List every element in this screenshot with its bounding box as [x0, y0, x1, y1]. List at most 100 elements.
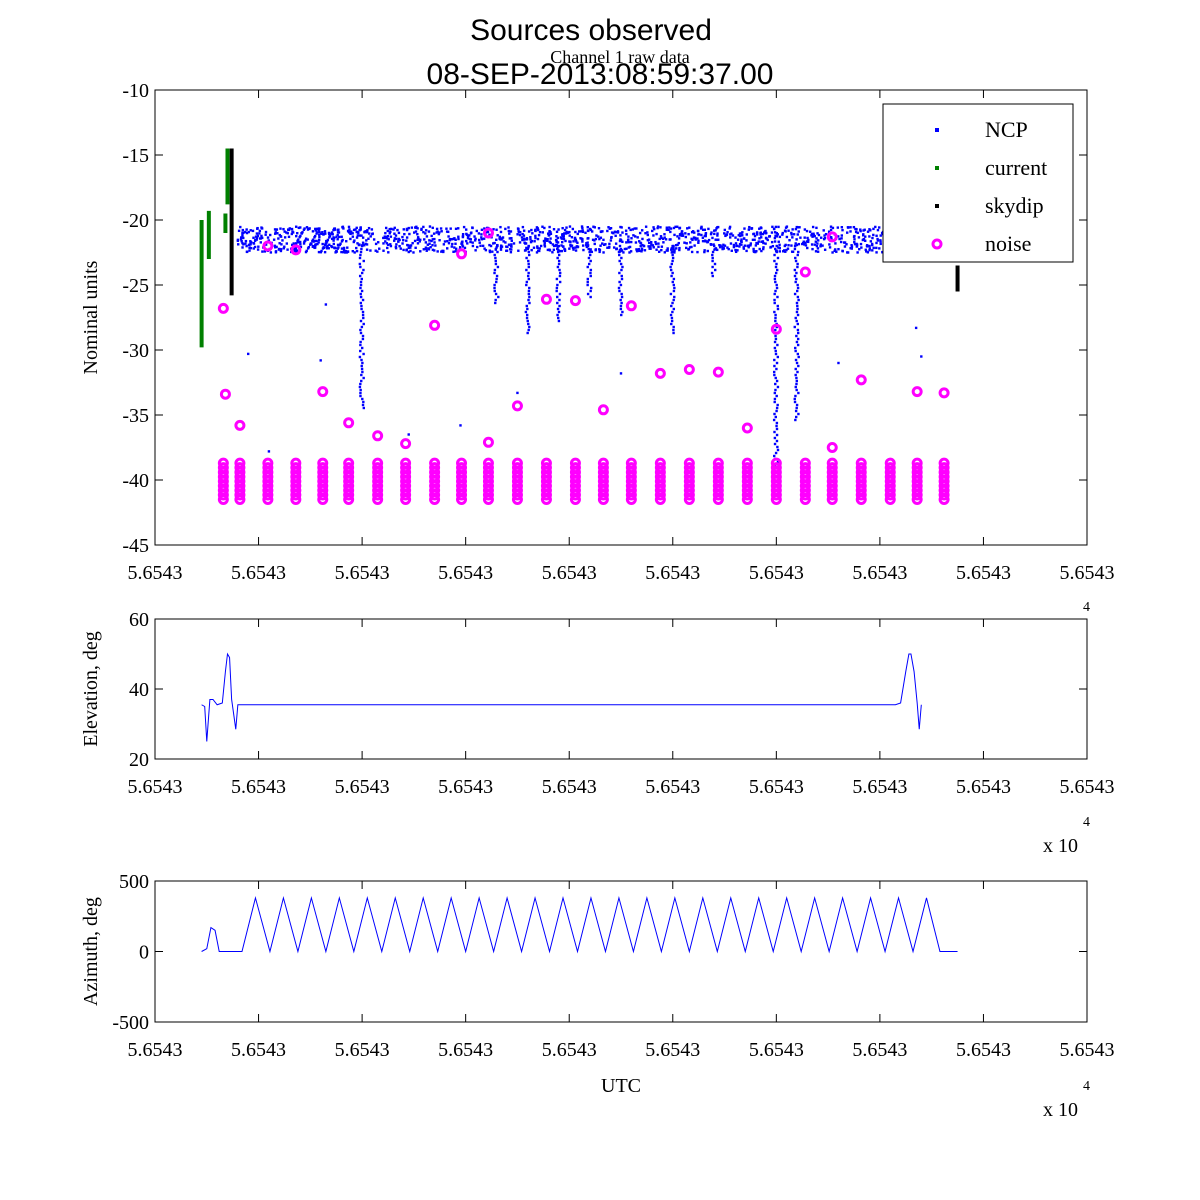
ncp-point	[834, 248, 837, 251]
ncp-point	[488, 233, 491, 236]
ncp-point	[855, 245, 859, 248]
ncp-point	[796, 313, 800, 317]
ncp-point	[626, 239, 630, 242]
ncp-point	[315, 232, 318, 235]
ncp-point	[321, 231, 324, 234]
ncp-point	[560, 249, 564, 253]
ncp-point	[757, 240, 760, 243]
ncp-point	[494, 256, 497, 260]
ncp-point	[253, 245, 257, 249]
ncp-point	[806, 236, 809, 240]
ncp-point	[796, 352, 800, 356]
ncp-point	[589, 248, 592, 251]
ncp-point	[241, 246, 244, 249]
noise-point	[569, 462, 581, 474]
ncp-point	[389, 230, 392, 234]
noise-point	[290, 244, 302, 256]
ncp-point	[346, 250, 350, 253]
ncp-point	[734, 242, 738, 245]
ncp-point	[261, 236, 264, 240]
ncp-point	[775, 409, 778, 413]
ncp-point	[753, 238, 756, 241]
ncp-point	[358, 385, 362, 389]
ncp-point	[494, 262, 498, 266]
ncp-point	[507, 229, 511, 233]
ncp-point	[446, 239, 449, 243]
ncp-point	[714, 238, 717, 241]
ncp-point	[665, 226, 669, 229]
ncp-point	[360, 364, 363, 368]
ncp-point	[267, 450, 271, 453]
ncp-point	[796, 283, 799, 287]
ncp-point	[332, 228, 335, 232]
noise-point	[482, 227, 494, 239]
ncp-point	[248, 249, 251, 252]
ncp-point	[811, 247, 814, 251]
ncp-point	[781, 231, 784, 235]
ncp-point	[565, 226, 568, 229]
ncp-point	[394, 234, 398, 237]
ncp-point	[522, 229, 526, 232]
ncp-point	[422, 248, 425, 251]
ncp-point	[806, 246, 809, 250]
ncp-point	[673, 295, 676, 299]
ncp-point	[362, 322, 365, 326]
ncp-point	[562, 236, 565, 239]
noise-point	[712, 366, 724, 378]
ncp-point	[618, 280, 621, 284]
ncp-point	[696, 229, 700, 233]
noise-point	[217, 462, 229, 474]
ncp-point	[586, 280, 589, 284]
ncp-point	[750, 227, 754, 230]
x-tick-label: 5.6543	[438, 1039, 493, 1061]
ncp-point	[447, 235, 450, 238]
ncp-point	[360, 358, 363, 362]
ncp-point	[797, 242, 801, 246]
ncp-point	[648, 247, 651, 250]
ncp-point	[788, 238, 791, 242]
ncp-point	[344, 249, 347, 253]
ncp-point	[328, 233, 331, 236]
ncp-point	[565, 232, 568, 235]
ncp-point	[594, 237, 598, 241]
ncp-point	[517, 249, 520, 252]
ncp-point	[458, 246, 462, 249]
ncp-point	[636, 249, 639, 252]
ncp-point	[422, 230, 425, 234]
ncp-point	[766, 238, 769, 242]
ncp-point	[796, 343, 800, 347]
noise-point	[482, 462, 494, 474]
ncp-point	[558, 292, 562, 296]
ncp-point	[264, 233, 267, 236]
ncp-point	[595, 234, 598, 237]
ncp-point	[365, 248, 369, 251]
ncp-point	[612, 231, 615, 235]
ncp-point	[775, 439, 779, 443]
ncp-point	[354, 228, 357, 231]
ncp-point	[794, 409, 798, 413]
noise-point	[938, 457, 950, 469]
ncp-point	[778, 235, 782, 239]
ncp-point	[596, 235, 600, 238]
ncp-point	[670, 248, 673, 251]
ncp-point	[722, 247, 726, 250]
ncp-point	[569, 245, 572, 248]
ncp-point	[773, 340, 777, 344]
ncp-point	[409, 249, 412, 253]
ncp-point	[843, 241, 847, 244]
ncp-point	[794, 346, 797, 350]
ncp-point	[804, 241, 807, 244]
ncp-point	[276, 232, 279, 235]
ncp-point	[817, 233, 821, 237]
ncp-point	[641, 243, 644, 247]
ncp-point	[359, 292, 362, 296]
ncp-point	[252, 247, 255, 250]
ncp-point	[340, 235, 343, 238]
ncp-point	[774, 376, 777, 380]
ncp-point	[416, 236, 420, 239]
ncp-point	[594, 248, 598, 251]
ncp-point	[627, 235, 630, 238]
ncp-point	[287, 228, 290, 232]
ncp-point	[278, 247, 281, 251]
ncp-point	[337, 246, 340, 249]
